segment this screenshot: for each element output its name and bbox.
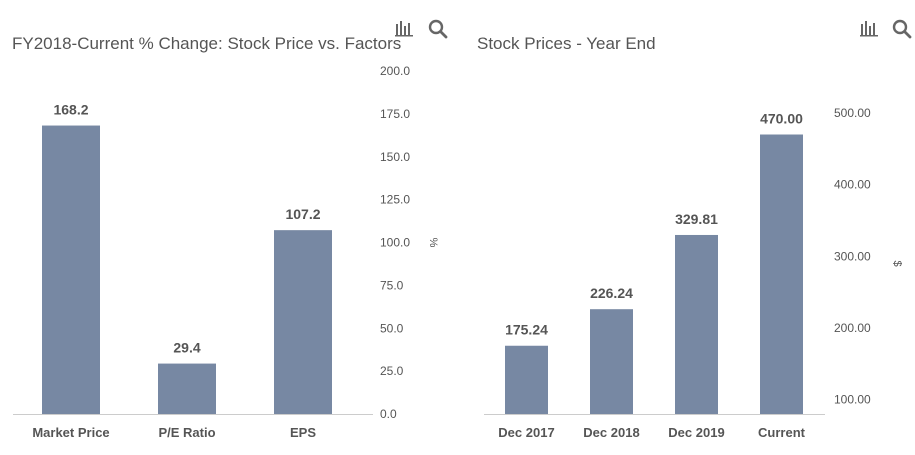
bar-chart-year-end-prices: 100.00 200.00 300.00 400.00 500.00 $175.24 Dec… — [484, 106, 903, 440]
x-tick-label: Current — [758, 425, 806, 440]
chart-panel-price-vs-factors: FY2018-Current % Change: Stock Price vs.… — [12, 18, 449, 440]
data-label: 470.00 — [760, 111, 803, 127]
bar-current[interactable] — [760, 134, 803, 415]
data-label: 107.2 — [285, 206, 320, 222]
bar-p-e-ratio[interactable] — [158, 363, 216, 414]
bar-dec-2019[interactable] — [675, 234, 718, 414]
data-label: 226.24 — [590, 285, 633, 301]
y-tick-label: 100.00 — [834, 393, 871, 407]
y-tick-label: 400.00 — [834, 178, 871, 192]
y-tick-label: 75.0 — [380, 278, 404, 292]
y-tick-label: 25.0 — [380, 364, 404, 378]
x-tick-label: Dec 2017 — [498, 425, 554, 440]
chart-title: Stock Prices - Year End — [477, 34, 656, 53]
data-label: 168.2 — [53, 102, 88, 118]
magnifier-icon[interactable] — [427, 18, 449, 40]
y-axis-title: $ — [891, 260, 903, 266]
bar-dec-2017[interactable] — [505, 345, 548, 414]
bar-chart-price-vs-factors: 0.0 25.0 50.0 75.0 100.0 125.0 150.0 175.0 200.0… — [13, 64, 439, 440]
x-tick-label: Market Price — [32, 425, 109, 440]
y-tick-label: 100.0 — [380, 236, 410, 250]
y-tick-label: 50.0 — [380, 321, 404, 335]
bar-chart-icon[interactable] — [393, 18, 415, 40]
chart-panel-year-end-prices: Stock Prices - Year End 100.00 200.00 300.… — [466, 0, 915, 455]
x-tick-label: Dec 2018 — [583, 425, 639, 440]
bar-chart-icon[interactable] — [858, 18, 880, 40]
x-tick-label: Dec 2019 — [668, 425, 724, 440]
x-tick-label: P/E Ratio — [158, 425, 215, 440]
y-axis-title: % — [427, 238, 439, 248]
y-tick-label: 125.0 — [380, 193, 410, 207]
chart-title: FY2018-Current % Change: Stock Price vs.… — [12, 34, 402, 53]
y-tick-label: 500.00 — [834, 106, 871, 120]
y-tick-label: 150.0 — [380, 150, 410, 164]
bar-market-price[interactable] — [42, 125, 100, 415]
data-label: 29.4 — [173, 340, 200, 356]
magnifier-icon[interactable] — [891, 18, 913, 40]
y-tick-label: 175.0 — [380, 107, 410, 121]
y-tick-label: 0.0 — [380, 407, 397, 421]
y-tick-label: 200.00 — [834, 321, 871, 335]
data-label: 175.24 — [505, 322, 548, 338]
y-tick-label: 300.00 — [834, 249, 871, 263]
bar-dec-2018[interactable] — [590, 309, 633, 414]
y-tick-label: 200.0 — [380, 64, 410, 78]
bar-eps[interactable] — [274, 230, 332, 414]
data-label: 329.81 — [675, 211, 718, 227]
x-tick-label: EPS — [290, 425, 316, 440]
